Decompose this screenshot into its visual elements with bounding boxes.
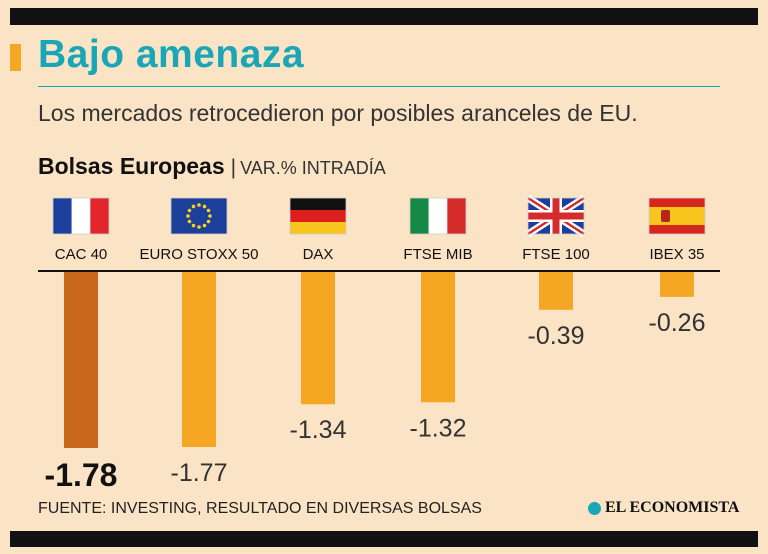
france-flag-icon [52,197,110,235]
section-header: Bolsas Europeas | VAR.% INTRADÍA [38,153,386,180]
top-border [10,8,758,25]
germany-flag-icon [289,197,347,235]
brand-name: EL ECONOMISTA [605,499,740,516]
section-subtitle: VAR.% INTRADÍA [240,158,386,178]
brand-logo: EL ECONOMISTA [588,499,739,517]
value-label: -0.39 [528,322,585,350]
category-label: DAX [303,246,334,263]
spain-flag-icon [648,197,706,235]
category-label: FTSE 100 [522,246,590,263]
bar [64,271,98,448]
section-separator: | [230,156,237,179]
bar [301,271,335,405]
value-label: -1.78 [45,457,118,493]
subtitle: Los mercados retrocedieron por posibles … [38,100,638,126]
title-accent [10,44,21,71]
bottom-border [10,531,758,547]
brand-mark-icon [588,501,601,515]
value-label: -1.77 [171,459,228,487]
eu-flag-icon [170,197,228,235]
value-label: -1.32 [410,414,467,442]
uk-flag-icon [526,195,586,237]
bar [660,271,694,297]
section-title: Bolsas Europeas [38,153,225,179]
bar [421,271,455,403]
title-divider [38,86,720,87]
italy-flag-icon [409,197,467,235]
source-note: FUENTE: INVESTING, RESULTADO EN DIVERSAS… [38,500,482,517]
category-label: CAC 40 [55,246,108,263]
category-label: FTSE MIB [403,246,472,263]
bar [539,271,573,310]
value-label: -1.34 [290,416,347,444]
category-label: IBEX 35 [649,246,704,263]
page-title: Bajo amenaza [38,33,305,76]
bar [182,271,216,448]
value-label: -0.26 [649,309,706,337]
category-label: EURO STOXX 50 [140,246,259,263]
